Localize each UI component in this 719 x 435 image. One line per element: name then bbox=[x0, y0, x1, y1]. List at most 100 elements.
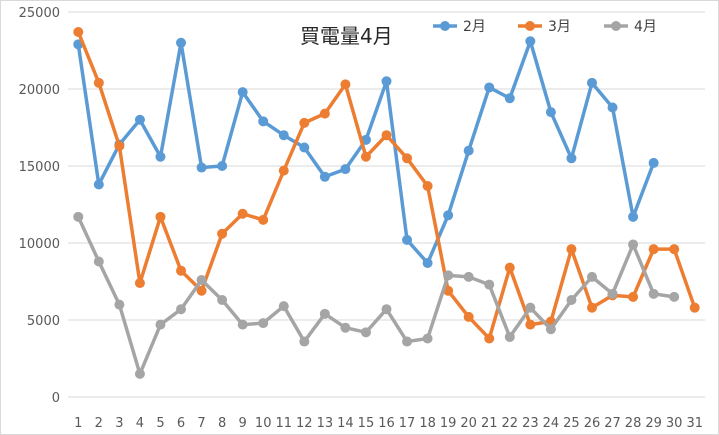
data-point bbox=[504, 262, 515, 273]
data-point bbox=[340, 164, 351, 175]
data-point bbox=[525, 302, 536, 313]
data-point bbox=[217, 294, 228, 305]
data-point bbox=[463, 145, 474, 156]
data-point bbox=[114, 299, 125, 310]
x-tick-label: 9 bbox=[239, 416, 247, 431]
legend-item: 4月 bbox=[604, 19, 657, 35]
data-point bbox=[504, 93, 515, 104]
data-point bbox=[176, 265, 187, 276]
x-tick-label: 21 bbox=[481, 416, 498, 431]
data-point bbox=[545, 324, 556, 335]
data-point bbox=[237, 319, 248, 330]
data-point bbox=[525, 36, 536, 47]
data-point bbox=[402, 234, 413, 245]
data-point bbox=[93, 179, 104, 190]
legend-item: 3月 bbox=[518, 19, 571, 35]
data-point bbox=[319, 308, 330, 319]
x-tick-label: 8 bbox=[218, 416, 226, 431]
data-point bbox=[360, 327, 371, 338]
data-point bbox=[93, 77, 104, 88]
data-point bbox=[648, 157, 659, 168]
data-point bbox=[217, 228, 228, 239]
data-point bbox=[463, 271, 474, 282]
data-point bbox=[443, 270, 454, 281]
x-tick-label: 6 bbox=[177, 416, 185, 431]
x-tick-label: 30 bbox=[666, 416, 683, 431]
data-point bbox=[319, 171, 330, 182]
x-tick-label: 10 bbox=[255, 416, 272, 431]
x-tick-label: 16 bbox=[378, 416, 395, 431]
y-tick-label: 0 bbox=[52, 391, 60, 406]
series-group bbox=[73, 27, 700, 379]
data-point bbox=[628, 211, 639, 222]
data-point bbox=[237, 87, 248, 98]
series-3 bbox=[73, 211, 680, 379]
x-tick-label: 24 bbox=[543, 416, 560, 431]
data-point bbox=[258, 116, 269, 127]
data-point bbox=[381, 304, 392, 315]
x-tick-label: 29 bbox=[645, 416, 662, 431]
x-tick-label: 7 bbox=[197, 416, 205, 431]
x-tick-label: 19 bbox=[440, 416, 457, 431]
legend-item: 2月 bbox=[433, 19, 486, 35]
data-point bbox=[340, 79, 351, 90]
data-point bbox=[134, 368, 145, 379]
legend: 2月 3月 4月 bbox=[433, 19, 657, 35]
data-point bbox=[422, 258, 433, 269]
data-point bbox=[648, 288, 659, 299]
y-tick-label: 20000 bbox=[19, 83, 60, 98]
y-axis-ticks: 0 5000 10000 15000 20000 25000 bbox=[19, 6, 60, 406]
x-tick-label: 2 bbox=[95, 416, 103, 431]
data-point bbox=[628, 239, 639, 250]
data-point bbox=[648, 244, 659, 255]
x-tick-label: 25 bbox=[563, 416, 580, 431]
y-tick-label: 5000 bbox=[27, 314, 60, 329]
data-point bbox=[196, 274, 207, 285]
legend-marker bbox=[440, 21, 450, 31]
data-point bbox=[134, 278, 145, 289]
data-point bbox=[278, 165, 289, 176]
data-point bbox=[689, 302, 700, 313]
data-point bbox=[73, 211, 84, 222]
x-tick-label: 14 bbox=[337, 416, 354, 431]
data-point bbox=[402, 336, 413, 347]
data-point bbox=[463, 311, 474, 322]
x-tick-label: 26 bbox=[584, 416, 601, 431]
x-tick-label: 5 bbox=[156, 416, 164, 431]
x-tick-label: 27 bbox=[604, 416, 621, 431]
data-point bbox=[586, 77, 597, 88]
data-point bbox=[525, 319, 536, 330]
data-point bbox=[484, 333, 495, 344]
data-point bbox=[381, 76, 392, 87]
data-point bbox=[278, 130, 289, 141]
x-tick-label: 11 bbox=[275, 416, 292, 431]
data-point bbox=[443, 210, 454, 221]
data-point bbox=[299, 142, 310, 153]
x-tick-label: 28 bbox=[625, 416, 642, 431]
data-point bbox=[360, 151, 371, 162]
data-point bbox=[607, 102, 618, 113]
x-tick-label: 23 bbox=[522, 416, 539, 431]
data-point bbox=[134, 114, 145, 125]
data-point bbox=[566, 153, 577, 164]
x-tick-label: 1 bbox=[74, 416, 82, 431]
chart-title: 買電量4月 bbox=[300, 24, 393, 48]
y-tick-label: 25000 bbox=[19, 6, 60, 21]
x-tick-label: 15 bbox=[358, 416, 375, 431]
legend-marker bbox=[525, 21, 535, 31]
data-point bbox=[278, 301, 289, 312]
legend-label: 3月 bbox=[548, 19, 571, 35]
x-tick-label: 17 bbox=[399, 416, 416, 431]
data-point bbox=[566, 294, 577, 305]
x-tick-label: 22 bbox=[502, 416, 519, 431]
data-point bbox=[299, 336, 310, 347]
data-point bbox=[217, 161, 228, 171]
x-axis-ticks: 1 2 3 4 5 6 7 8 9 10 11 12 13 14 15 16 17 18 19 20 21 22 23 24 2… bbox=[74, 416, 703, 431]
data-point bbox=[237, 208, 248, 219]
data-point bbox=[155, 211, 166, 222]
y-tick-label: 15000 bbox=[19, 160, 60, 175]
x-tick-label: 3 bbox=[115, 416, 123, 431]
data-point bbox=[73, 27, 84, 38]
